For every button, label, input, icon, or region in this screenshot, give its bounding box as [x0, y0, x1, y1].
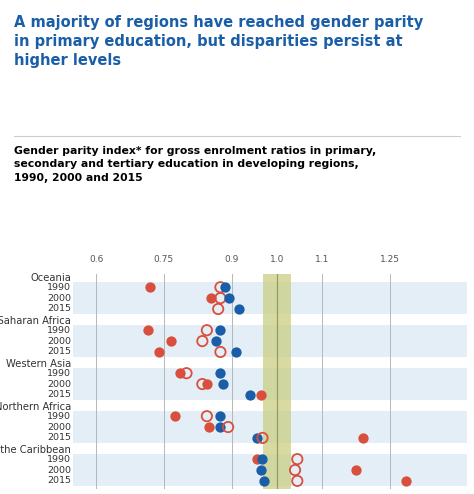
Point: [257, 466, 265, 474]
Text: 2000: 2000: [47, 379, 71, 389]
Text: Western Asia: Western Asia: [6, 359, 71, 369]
Point: [146, 283, 154, 291]
Point: [291, 466, 299, 474]
Point: [214, 305, 222, 313]
Bar: [264, 274, 291, 489]
Bar: [73, 378, 467, 389]
Point: [176, 369, 183, 377]
Point: [203, 412, 210, 420]
Point: [226, 294, 233, 302]
Bar: [73, 475, 467, 486]
Point: [259, 455, 266, 463]
Point: [172, 412, 179, 420]
Point: [253, 455, 260, 463]
Point: [224, 423, 232, 431]
Text: 2015: 2015: [47, 304, 71, 314]
Text: 2000: 2000: [47, 293, 71, 303]
Bar: [73, 411, 467, 421]
Point: [402, 477, 410, 485]
Text: 1990: 1990: [47, 454, 71, 464]
Point: [359, 434, 367, 442]
Point: [144, 326, 152, 334]
Bar: [73, 282, 467, 292]
Point: [155, 348, 163, 356]
Point: [167, 337, 174, 345]
Text: 1990: 1990: [47, 283, 71, 292]
Point: [293, 477, 301, 485]
Point: [259, 434, 266, 442]
Point: [232, 348, 240, 356]
Bar: [73, 421, 467, 432]
Bar: [73, 389, 467, 400]
Text: Latin America and the Caribbean: Latin America and the Caribbean: [0, 445, 71, 455]
Text: Gender parity index* for gross enrolment ratios in primary,
secondary and tertia: Gender parity index* for gross enrolment…: [14, 146, 376, 183]
Point: [205, 423, 213, 431]
Point: [203, 380, 210, 388]
Point: [216, 423, 223, 431]
Point: [203, 326, 210, 334]
Text: 1990: 1990: [47, 326, 71, 335]
Text: 2000: 2000: [47, 422, 71, 432]
Bar: [73, 464, 467, 475]
Point: [212, 337, 220, 345]
Text: 1990: 1990: [47, 412, 71, 421]
Text: Northern Africa: Northern Africa: [0, 402, 71, 412]
Point: [217, 348, 224, 356]
Point: [199, 380, 206, 388]
Text: 2015: 2015: [47, 476, 71, 486]
Text: 1990: 1990: [47, 369, 71, 378]
Point: [235, 305, 242, 313]
Point: [183, 369, 191, 377]
Bar: [73, 325, 467, 335]
Point: [261, 477, 268, 485]
Point: [257, 391, 265, 399]
Bar: [73, 432, 467, 443]
Bar: [73, 335, 467, 346]
Text: 2000: 2000: [47, 336, 71, 346]
Point: [253, 434, 260, 442]
Text: Oceania: Oceania: [30, 273, 71, 283]
Text: A majority of regions have reached gender parity
in primary education, but dispa: A majority of regions have reached gende…: [14, 15, 423, 68]
Point: [221, 283, 229, 291]
Point: [199, 337, 206, 345]
Point: [217, 294, 224, 302]
Point: [352, 466, 360, 474]
Bar: [73, 368, 467, 378]
Text: 2015: 2015: [47, 347, 71, 357]
Text: 2000: 2000: [47, 465, 71, 475]
Bar: [73, 346, 467, 357]
Text: Sub-Saharan Africa: Sub-Saharan Africa: [0, 316, 71, 326]
Point: [208, 294, 215, 302]
Text: 2015: 2015: [47, 433, 71, 443]
Point: [217, 369, 224, 377]
Point: [246, 391, 254, 399]
Point: [217, 283, 224, 291]
Point: [217, 412, 224, 420]
Bar: [73, 453, 467, 464]
Point: [293, 455, 301, 463]
Point: [219, 380, 227, 388]
Text: 2015: 2015: [47, 390, 71, 400]
Bar: [73, 292, 467, 303]
Point: [217, 326, 224, 334]
Bar: [73, 303, 467, 314]
